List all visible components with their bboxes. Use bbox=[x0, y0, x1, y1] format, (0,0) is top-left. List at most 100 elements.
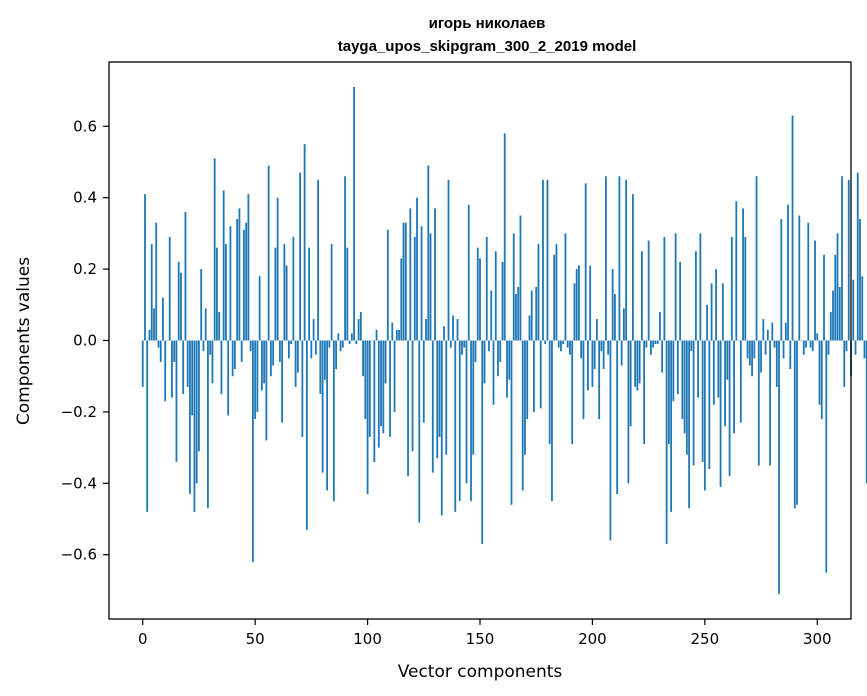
bar bbox=[593, 340, 596, 370]
bar bbox=[674, 233, 677, 341]
bar bbox=[281, 340, 284, 423]
bar bbox=[402, 222, 405, 341]
bar bbox=[434, 208, 436, 341]
bar bbox=[294, 340, 297, 387]
bar bbox=[180, 272, 182, 341]
bar bbox=[193, 340, 196, 512]
bar bbox=[580, 340, 583, 359]
bar bbox=[771, 322, 774, 341]
bar bbox=[701, 340, 704, 462]
bar bbox=[703, 340, 706, 491]
bar bbox=[164, 340, 167, 402]
bar bbox=[625, 179, 628, 341]
bar bbox=[571, 340, 574, 445]
bar bbox=[692, 340, 695, 466]
bar bbox=[535, 286, 538, 341]
bar bbox=[411, 340, 414, 452]
bar bbox=[517, 286, 520, 341]
bar bbox=[373, 340, 376, 462]
bar bbox=[753, 340, 756, 359]
bar bbox=[267, 165, 270, 341]
bar bbox=[649, 340, 652, 355]
bar bbox=[712, 340, 715, 405]
bar bbox=[827, 340, 830, 355]
bar bbox=[148, 329, 151, 341]
bar bbox=[796, 340, 798, 505]
bar bbox=[380, 340, 382, 427]
bar bbox=[287, 340, 290, 359]
bar bbox=[627, 340, 630, 484]
bar bbox=[506, 340, 508, 398]
bar bbox=[569, 340, 571, 355]
bar bbox=[162, 297, 164, 341]
bar bbox=[398, 329, 400, 341]
bar bbox=[717, 340, 720, 398]
bar bbox=[841, 176, 843, 341]
bar bbox=[602, 340, 605, 370]
bar bbox=[847, 179, 850, 341]
bar bbox=[728, 340, 731, 477]
bar bbox=[191, 340, 194, 416]
bar bbox=[620, 340, 623, 366]
bar bbox=[733, 340, 735, 434]
bar bbox=[481, 340, 484, 545]
x-axis-label: Vector components bbox=[398, 662, 563, 682]
bar bbox=[184, 211, 187, 341]
bar bbox=[362, 340, 364, 377]
bar bbox=[676, 340, 679, 395]
bar bbox=[609, 340, 612, 541]
plot-frame bbox=[108, 61, 852, 620]
bar bbox=[816, 333, 819, 341]
bar bbox=[341, 340, 344, 348]
bar bbox=[261, 340, 263, 391]
bar bbox=[177, 261, 180, 341]
bar bbox=[258, 276, 261, 341]
bar bbox=[240, 340, 243, 362]
bar bbox=[141, 340, 144, 387]
bar bbox=[510, 340, 513, 505]
bar bbox=[494, 251, 497, 341]
bar bbox=[555, 244, 558, 341]
bar bbox=[227, 340, 230, 416]
bar bbox=[229, 226, 232, 341]
bar bbox=[337, 333, 340, 341]
bar bbox=[596, 319, 598, 341]
bar bbox=[652, 340, 655, 348]
x-tick-label: 0 bbox=[138, 630, 148, 648]
bar bbox=[173, 340, 176, 362]
bar bbox=[332, 340, 335, 502]
bar bbox=[811, 340, 814, 352]
bar bbox=[863, 340, 866, 359]
x-tick-label: 300 bbox=[803, 630, 832, 648]
bar bbox=[587, 340, 589, 391]
bar bbox=[562, 340, 565, 345]
bar bbox=[465, 340, 468, 484]
bar bbox=[663, 236, 666, 341]
bar bbox=[200, 269, 203, 341]
bar bbox=[452, 315, 454, 341]
bar bbox=[479, 258, 481, 341]
bar bbox=[425, 319, 427, 341]
bar bbox=[618, 176, 621, 341]
bar bbox=[364, 340, 367, 420]
bar bbox=[359, 311, 362, 341]
bar bbox=[330, 244, 333, 341]
bar bbox=[429, 233, 432, 341]
bar bbox=[276, 197, 279, 341]
bar bbox=[461, 340, 463, 355]
bar bbox=[820, 340, 823, 420]
bar bbox=[292, 236, 295, 341]
bar bbox=[407, 340, 409, 477]
bar bbox=[598, 340, 601, 420]
bar bbox=[548, 340, 551, 445]
bar bbox=[564, 233, 567, 341]
bar bbox=[470, 340, 472, 502]
bar bbox=[865, 340, 867, 484]
bar bbox=[375, 329, 378, 341]
y-tick-label: −0.4 bbox=[61, 474, 97, 492]
bar bbox=[213, 158, 216, 341]
bar bbox=[274, 247, 277, 341]
bar bbox=[353, 86, 355, 341]
bar bbox=[272, 340, 275, 366]
bar bbox=[809, 340, 812, 348]
